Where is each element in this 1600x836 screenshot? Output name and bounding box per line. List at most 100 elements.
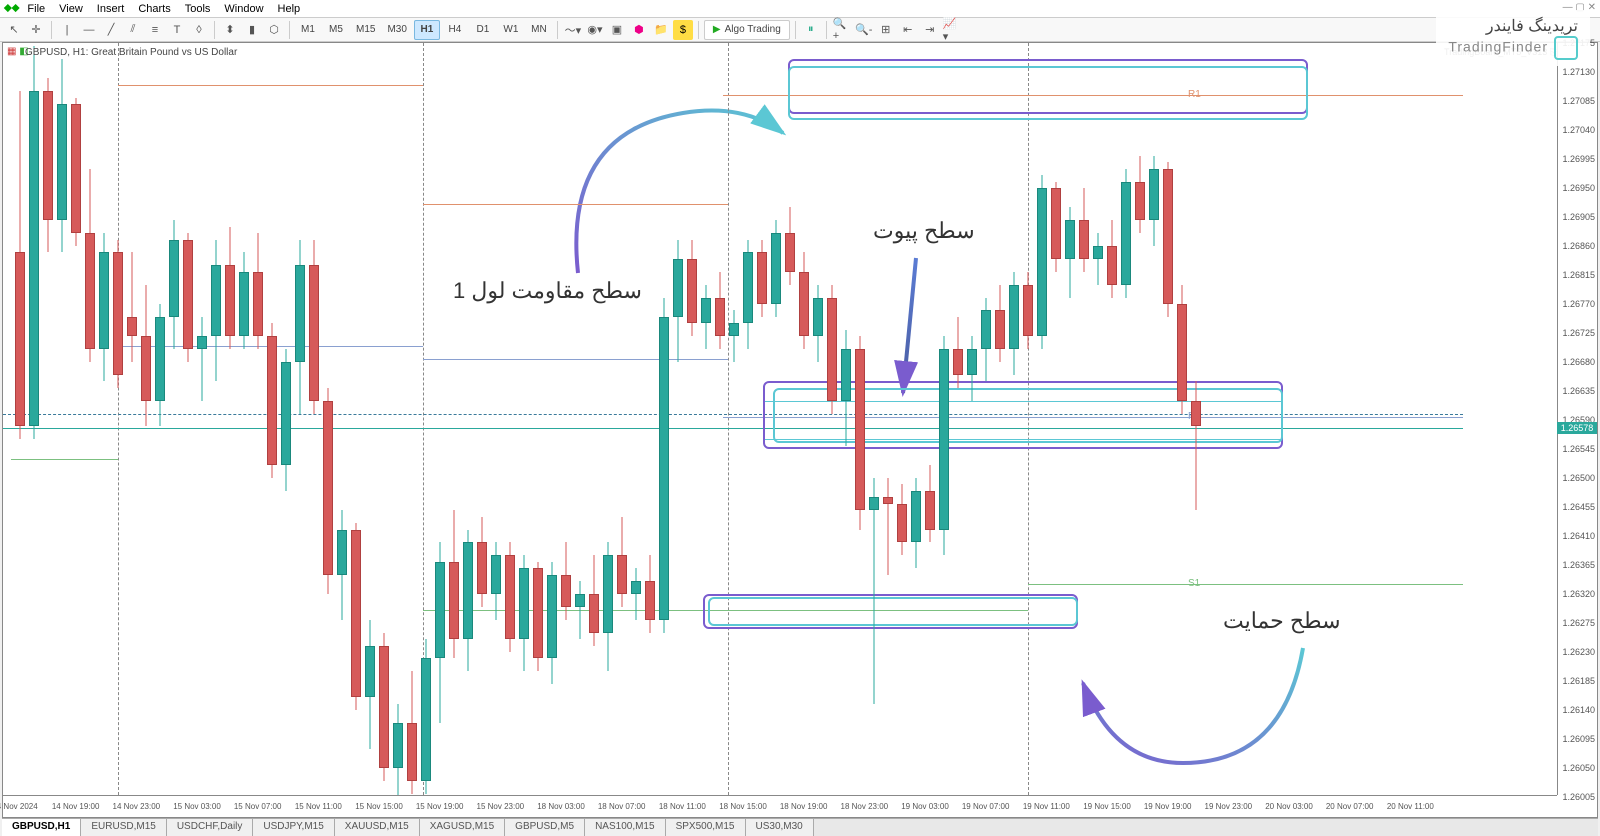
price-tick: 1.27085: [1562, 96, 1595, 106]
candle: [841, 330, 851, 446]
fullscreen-icon[interactable]: ▣: [607, 20, 627, 40]
folder-icon[interactable]: 📁: [651, 20, 671, 40]
candle: [225, 227, 235, 349]
zone-box: [708, 597, 1078, 626]
autoscroll-icon[interactable]: ⇥: [920, 20, 940, 40]
menu-tools[interactable]: Tools: [185, 3, 211, 15]
candle: [393, 704, 403, 795]
tab-nas100-m15[interactable]: NAS100,M15: [585, 819, 665, 836]
zoom-in-icon[interactable]: 🔍+: [832, 20, 852, 40]
candle: [1079, 188, 1089, 272]
candle: [855, 336, 865, 529]
vline-icon[interactable]: |: [57, 20, 77, 40]
grid-icon[interactable]: ⊞: [876, 20, 896, 40]
candle: [799, 252, 809, 349]
candle: [1051, 182, 1061, 272]
tab-xauusd-m15[interactable]: XAUUSD,M15: [335, 819, 420, 836]
candle: [911, 478, 921, 568]
algo-trading-button[interactable]: ▶Algo Trading: [704, 20, 790, 40]
candle: [309, 240, 319, 414]
app-logo-icon: ⬥⬥: [4, 2, 19, 15]
tab-gbpusd-m5[interactable]: GBPUSD,M5: [505, 819, 585, 836]
tab-xagusd-m15[interactable]: XAGUSD,M15: [420, 819, 505, 836]
menu-insert[interactable]: Insert: [97, 3, 125, 15]
separator: [698, 21, 699, 39]
separator: [826, 21, 827, 39]
price-tick: 1.26635: [1562, 386, 1595, 396]
chart-bar-icon[interactable]: ⬍: [220, 20, 240, 40]
time-tick: 14 Nov 23:00: [113, 802, 161, 811]
timeframe-group: M1M5M15M30H1H4D1W1MN: [295, 20, 552, 40]
price-tick: 1.27040: [1562, 125, 1595, 135]
candle: [729, 310, 739, 362]
tab-usdjpy-m15[interactable]: USDJPY,M15: [253, 819, 334, 836]
time-tick: 18 Nov 19:00: [780, 802, 828, 811]
zoom-out-icon[interactable]: 🔍-: [854, 20, 874, 40]
template-icon[interactable]: ◉▾: [585, 20, 605, 40]
timeframe-m5[interactable]: M5: [323, 20, 349, 40]
price-tick: 1.26680: [1562, 357, 1595, 367]
price-tick: 1.26005: [1562, 792, 1595, 802]
price-tick: 1.26950: [1562, 183, 1595, 193]
chart-candle-icon[interactable]: ▮: [242, 20, 262, 40]
candle: [631, 568, 641, 620]
equidistant-icon[interactable]: ⫽: [123, 20, 143, 40]
candle: [589, 555, 599, 645]
tab-gbpusd-h1[interactable]: GBPUSD,H1: [2, 819, 81, 836]
time-tick: 19 Nov 19:00: [1144, 802, 1192, 811]
candle: [169, 220, 179, 349]
level-line: [1028, 584, 1463, 585]
candle: [1107, 220, 1117, 297]
hline-icon[interactable]: —: [79, 20, 99, 40]
candle: [715, 272, 725, 349]
candle: [421, 639, 431, 794]
shapes-icon[interactable]: ◊: [189, 20, 209, 40]
strategy-icon[interactable]: ⬢: [629, 20, 649, 40]
tab-eurusd-m15[interactable]: EURUSD,M15: [81, 819, 166, 836]
candle: [757, 240, 767, 317]
menu-file[interactable]: File: [27, 3, 45, 15]
timeframe-m15[interactable]: M15: [351, 20, 380, 40]
timeframe-h4[interactable]: H4: [442, 20, 468, 40]
timeframe-d1[interactable]: D1: [470, 20, 496, 40]
shift-icon[interactable]: ⇤: [898, 20, 918, 40]
dollar-icon[interactable]: $: [673, 20, 693, 40]
candle: [1177, 285, 1187, 414]
pause-icon[interactable]: ⏸: [801, 20, 821, 40]
crosshair-icon[interactable]: ✛: [26, 20, 46, 40]
indicators-icon[interactable]: 📈▾: [942, 20, 962, 40]
price-tick: 1.26905: [1562, 212, 1595, 222]
tab-spx500-m15[interactable]: SPX500,M15: [666, 819, 746, 836]
candle: [939, 336, 949, 555]
time-tick: 19 Nov 15:00: [1083, 802, 1131, 811]
cursor-icon[interactable]: ↖: [4, 20, 24, 40]
candle: [673, 240, 683, 362]
candle: [1149, 156, 1159, 246]
candle: [701, 285, 711, 349]
chart-line-icon[interactable]: ⬡: [264, 20, 284, 40]
menu-help[interactable]: Help: [278, 3, 301, 15]
tab-usdchf-daily[interactable]: USDCHF,Daily: [167, 819, 254, 836]
chart-canvas[interactable]: R1PPS1سطح مقاومت لول 1سطح پیوتسطح حمایت: [3, 43, 1557, 795]
candle: [1037, 175, 1047, 349]
timeframe-m1[interactable]: M1: [295, 20, 321, 40]
time-tick: 19 Nov 23:00: [1205, 802, 1253, 811]
line-style-icon[interactable]: 〜▾: [563, 20, 583, 40]
trendline-icon[interactable]: ╱: [101, 20, 121, 40]
timeframe-mn[interactable]: MN: [526, 20, 552, 40]
timeframe-m30[interactable]: M30: [382, 20, 411, 40]
candle: [617, 517, 627, 607]
candle: [505, 542, 515, 652]
tab-us30-m30[interactable]: US30,M30: [746, 819, 814, 836]
chart-window: ▦ ◧ GBPUSD, H1: Great Britain Pound vs U…: [2, 42, 1598, 818]
menu-window[interactable]: Window: [224, 3, 263, 15]
timeframe-w1[interactable]: W1: [498, 20, 524, 40]
menu-charts[interactable]: Charts: [138, 3, 170, 15]
fibo-icon[interactable]: ≡: [145, 20, 165, 40]
text-icon[interactable]: T: [167, 20, 187, 40]
time-tick: 19 Nov 11:00: [1023, 802, 1070, 811]
timeframe-h1[interactable]: H1: [414, 20, 440, 40]
menu-view[interactable]: View: [59, 3, 83, 15]
candle: [365, 620, 375, 749]
price-tick: 1.26860: [1562, 241, 1595, 251]
